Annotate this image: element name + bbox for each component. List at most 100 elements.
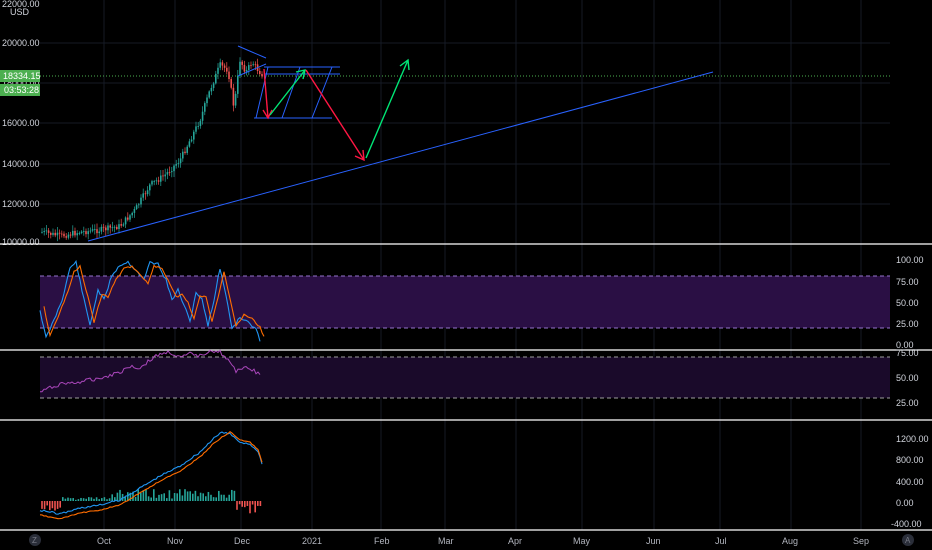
- macd-histogram-bar: [176, 493, 178, 501]
- candle-body: [226, 67, 228, 72]
- time-label: Feb: [374, 536, 390, 546]
- time-axis[interactable]: Oct Nov Dec 2021 Feb Mar Apr May Jun Jul…: [97, 536, 869, 546]
- candle-body: [138, 204, 140, 206]
- macd-histogram-bar: [41, 501, 43, 509]
- candle-body: [166, 172, 169, 175]
- candle-body: [140, 197, 142, 205]
- scale-z-button[interactable]: Z: [29, 534, 41, 546]
- candle-body: [195, 126, 197, 132]
- macd-histogram-bar: [168, 490, 171, 501]
- candle-body: [78, 233, 81, 234]
- macd-histogram-bar: [72, 498, 74, 501]
- candle-body: [234, 93, 237, 106]
- candle-body: [250, 65, 252, 66]
- price-axis[interactable]: 22000.00 USD 20000.00 18000.00 16000.00 …: [2, 0, 40, 247]
- candle-body: [74, 230, 76, 236]
- macd-histogram-bar: [90, 497, 93, 501]
- candle-body: [210, 87, 213, 92]
- candle-body: [201, 111, 204, 121]
- macd-pane[interactable]: 1200.00 800.00 400.00 0.00 -400.00: [39, 430, 929, 529]
- candle-body: [94, 229, 96, 230]
- price-tick: 16000.00: [2, 118, 40, 128]
- stoch-tick: 25.00: [896, 319, 919, 329]
- candle-body: [96, 229, 98, 234]
- price-tick: 14000.00: [2, 159, 40, 169]
- candle-body: [153, 181, 155, 182]
- macd-histogram-bar: [98, 499, 100, 501]
- macd-histogram-bar: [236, 501, 238, 510]
- time-label: Aug: [782, 536, 798, 546]
- candle-body: [259, 70, 261, 74]
- candle-body: [157, 180, 160, 182]
- candle-body: [43, 230, 45, 232]
- time-label: Sep: [853, 536, 869, 546]
- price-tick: 18000.00: [2, 78, 40, 88]
- rsi-line: [39, 349, 261, 393]
- candle-body: [168, 172, 171, 173]
- macd-histogram-bar: [205, 496, 207, 501]
- macd-histogram-bar: [220, 494, 223, 501]
- macd-histogram-bar: [186, 491, 189, 501]
- macd-histogram-bar: [257, 501, 259, 506]
- candle-body: [155, 180, 158, 182]
- macd-histogram-bar: [85, 498, 87, 501]
- macd-histogram-bar: [67, 497, 69, 501]
- macd-histogram-bar: [210, 494, 212, 501]
- candle-body: [177, 163, 180, 165]
- macd-histogram-bar: [218, 490, 220, 501]
- candle-body: [173, 165, 175, 172]
- candle-body: [171, 171, 173, 173]
- macd-histogram-bar: [62, 497, 64, 501]
- candle-body: [239, 61, 241, 76]
- macd-histogram-bar: [249, 501, 251, 514]
- macd-histogram-bar: [231, 489, 233, 501]
- candle-body: [45, 230, 48, 232]
- macd-histogram-bar: [137, 489, 139, 501]
- stoch-k-line: [39, 259, 261, 342]
- macd-histogram-bar: [166, 498, 168, 501]
- trend-line[interactable]: [87, 71, 714, 242]
- candle-body: [254, 64, 257, 66]
- macd-histogram-bar: [127, 492, 129, 501]
- arrow-drawings[interactable]: [262, 58, 410, 162]
- rsi-tick: 25.00: [896, 398, 919, 408]
- macd-histogram-bar: [147, 496, 150, 501]
- candle-body: [182, 151, 184, 159]
- current-price-badge: 18334.15 03:53:28: [0, 70, 41, 96]
- candle-body: [197, 126, 199, 127]
- price-pane[interactable]: 22000.00 USD 20000.00 18000.00 16000.00 …: [0, 0, 890, 530]
- macd-histogram-bar: [228, 494, 230, 501]
- macd-histogram-bar: [95, 497, 98, 501]
- macd-histogram-bar: [184, 489, 186, 501]
- candle-body: [175, 164, 177, 166]
- candlestick-series: [41, 57, 263, 242]
- candle-body: [261, 73, 263, 77]
- candle-body: [149, 184, 151, 191]
- auto-scale-button[interactable]: A: [902, 534, 914, 546]
- macd-histogram-bar: [233, 490, 236, 501]
- rsi-band: [40, 357, 890, 398]
- macd-histogram-bar: [197, 496, 199, 501]
- candle-body: [120, 224, 122, 226]
- candle-body: [228, 71, 230, 80]
- candle-body: [41, 231, 43, 233]
- price-tick: 22000.00: [2, 0, 40, 9]
- macd-histogram-bar: [192, 493, 194, 501]
- pennant-drawing[interactable]: [237, 45, 267, 77]
- stoch-rsi-pane[interactable]: 100.00 75.00 50.00 25.00 0.00: [39, 255, 924, 350]
- candle-body: [116, 226, 118, 230]
- macd-histogram-bar: [56, 501, 59, 509]
- rsi-tick: 75.00: [896, 348, 919, 358]
- rsi-pane[interactable]: 75.00 50.00 25.00: [39, 348, 919, 408]
- candle-body: [91, 229, 94, 231]
- macd-histogram-bar: [207, 491, 210, 501]
- macd-histogram-bar: [46, 501, 48, 506]
- macd-histogram-bar: [212, 497, 215, 501]
- candle-body: [85, 231, 87, 235]
- candle-body: [83, 231, 85, 232]
- macd-histogram-bar: [251, 501, 254, 505]
- candle-body: [105, 227, 107, 231]
- macd-line: [39, 431, 263, 515]
- macd-histogram-bar: [82, 498, 85, 501]
